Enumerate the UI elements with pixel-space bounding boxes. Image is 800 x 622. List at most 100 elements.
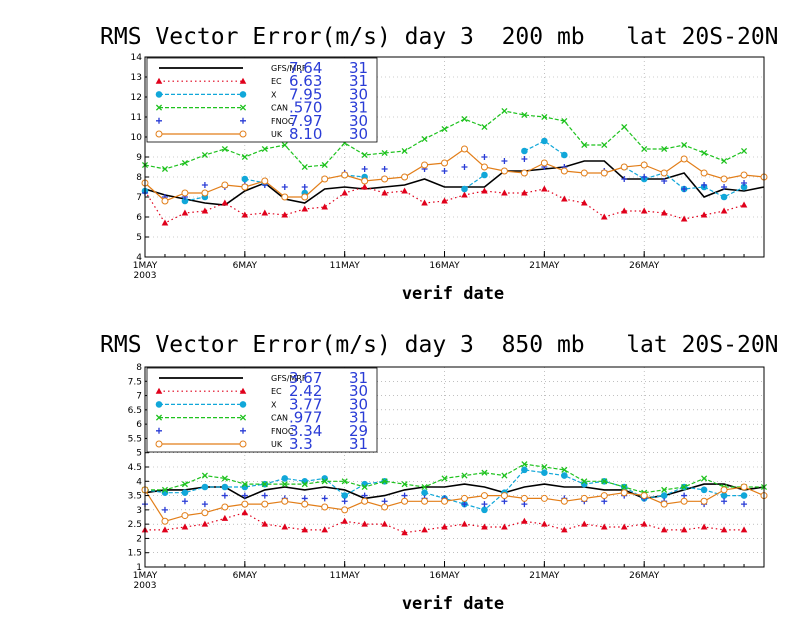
data-point [660,500,668,508]
data-point [720,492,728,499]
legend-label: CAN [271,414,288,423]
data-point [201,151,208,159]
data-point [381,503,389,511]
data-point [261,145,268,153]
data-point [501,523,508,530]
y-tick-label: 6.5 [128,406,142,416]
data-point [421,199,428,206]
data-point [661,178,668,184]
legend-count: 30 [349,395,368,413]
data-point [580,494,588,502]
legend-label: FNOC [271,117,294,126]
data-point [421,135,428,143]
data-point [441,497,449,505]
series-line [524,140,565,156]
series-line [144,160,765,206]
data-point [241,153,248,161]
legend-entry: UK 8.10 30 [155,125,368,143]
data-point [500,167,508,175]
legend-count: 31 [349,72,368,90]
legend-mean: 7.64 [289,59,322,77]
data-point [620,163,628,171]
data-point [541,185,548,192]
series-gfs-mrf [144,160,765,206]
legend-marker [155,387,163,394]
data-point [161,219,169,226]
y-tick-label: 8 [136,173,142,183]
data-point [361,520,368,527]
data-point [700,523,708,530]
data-point [601,478,608,485]
legend-mean: 6.63 [289,72,322,90]
series-can [141,461,768,496]
data-point [600,213,608,220]
y-tick-label: 2 [136,534,142,544]
data-point [241,500,249,508]
data-point [401,147,408,155]
data-point [161,517,169,525]
data-point [321,203,329,210]
data-point [181,197,189,205]
legend-mean: .570 [289,99,322,117]
data-point [381,478,388,485]
data-point [401,187,408,194]
data-point [201,472,208,479]
data-point [201,182,208,188]
legend-label: CAN [271,104,288,113]
data-point [301,526,309,533]
data-point [520,494,528,502]
y-tick-label: 13 [131,73,142,83]
data-point [721,157,728,165]
data-point [541,520,548,527]
series-ec [141,509,748,536]
y-tick-label: 3 [136,506,142,516]
data-point [521,111,528,119]
legend-mean: 8.10 [289,125,322,143]
data-point [461,191,468,198]
legend-marker [155,130,163,138]
y-tick-label: 6 [136,420,142,430]
data-point [301,495,308,502]
x-tick-label: 21MAY [529,261,560,271]
data-point [481,171,488,179]
legend-marker [239,130,247,138]
data-point [480,163,488,171]
y-tick-label: 5.5 [128,434,142,444]
data-point [281,193,289,201]
data-point [221,145,228,153]
data-point [261,177,269,185]
y-tick-label: 1 [136,563,142,573]
y-axis-ticks: 1 1.5 2 2.5 3 3.5 4 4.5 5 5.5 6 6.5 7 7.5 8 [128,363,149,573]
data-point [580,199,588,206]
data-point [221,492,228,499]
data-point [201,189,209,197]
data-point [560,167,568,175]
data-point [481,123,488,131]
data-point [341,492,348,499]
data-point [221,483,229,491]
data-point [501,158,508,164]
data-point [381,189,388,196]
data-point [580,520,588,527]
legend-marker [155,77,163,84]
data-point [620,523,628,530]
data-point [181,498,188,505]
data-point [441,197,448,204]
legend-label: GFS/MRF [271,374,307,383]
data-point [261,500,269,508]
data-point [681,492,688,499]
data-point [661,486,668,493]
data-point [740,183,748,191]
x-tick-label: 6MAY [233,261,258,271]
legend-mean: 3.3 [289,435,313,453]
y-tick-label: 5 [136,233,142,243]
series-line [145,463,764,494]
data-point [321,526,329,533]
legend-marker [155,401,163,408]
data-point [740,201,748,208]
x-axis-label: verif date [402,284,504,304]
series-layer [141,461,768,536]
